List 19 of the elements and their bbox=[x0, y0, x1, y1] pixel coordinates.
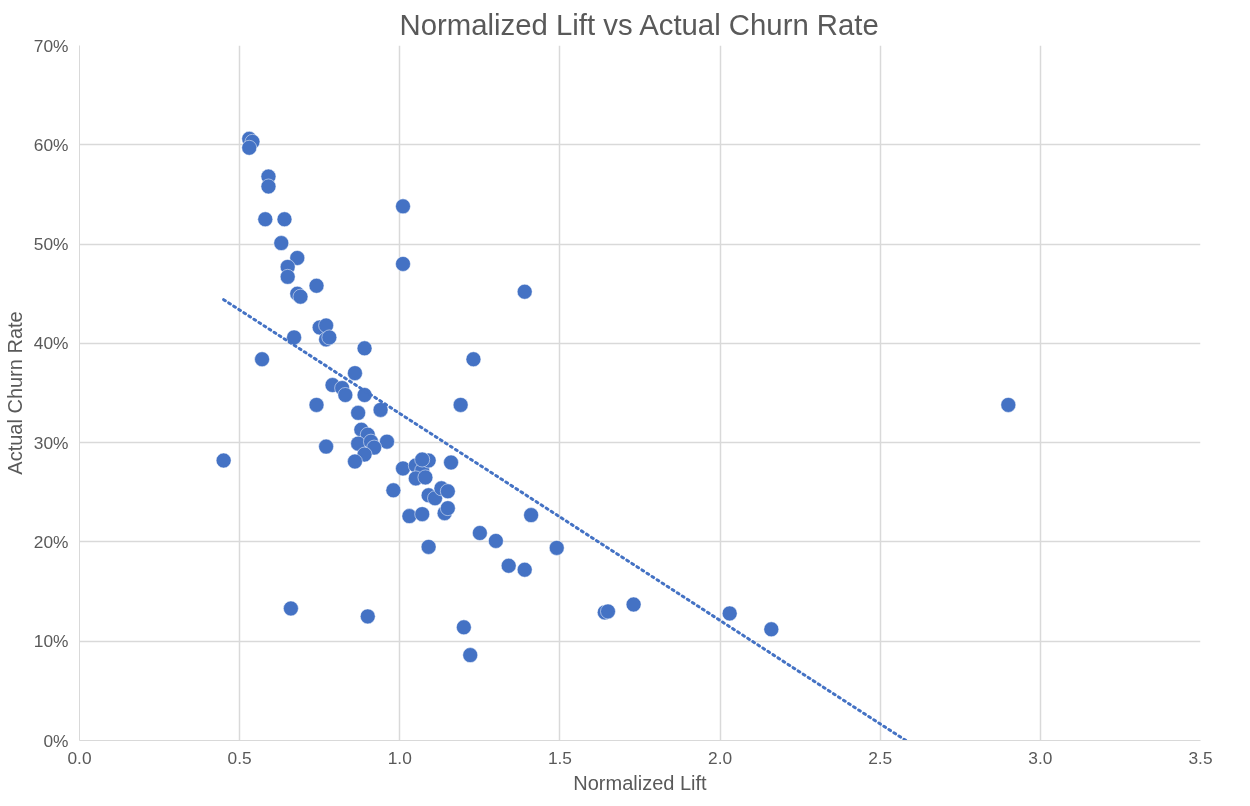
y-tick-label: 40% bbox=[33, 333, 69, 354]
x-tick-label: 0.0 bbox=[67, 747, 92, 768]
y-tick-label: 20% bbox=[33, 531, 69, 552]
x-tick-label: 3.0 bbox=[1028, 747, 1053, 768]
x-tick-label: 2.0 bbox=[708, 747, 733, 768]
x-tick-label: 1.5 bbox=[547, 747, 572, 768]
x-tick-label: 0.5 bbox=[227, 747, 252, 768]
y-tick-label: 50% bbox=[33, 234, 69, 255]
y-tick-label: 60% bbox=[33, 134, 69, 155]
y-axis-title: Actual Churn Rate bbox=[3, 311, 26, 475]
y-tick-label: 30% bbox=[33, 432, 69, 453]
x-tick-label: 2.5 bbox=[868, 747, 893, 768]
x-tick-label: 3.5 bbox=[1188, 747, 1213, 768]
y-tick-label: 70% bbox=[33, 35, 69, 56]
x-axis-title: Normalized Lift bbox=[573, 771, 708, 794]
y-tick-label: 10% bbox=[33, 631, 69, 652]
chart-title: Normalized Lift vs Actual Churn Rate bbox=[399, 7, 879, 41]
x-tick-label: 1.0 bbox=[387, 747, 412, 768]
y-tick-label: 0% bbox=[43, 730, 69, 751]
